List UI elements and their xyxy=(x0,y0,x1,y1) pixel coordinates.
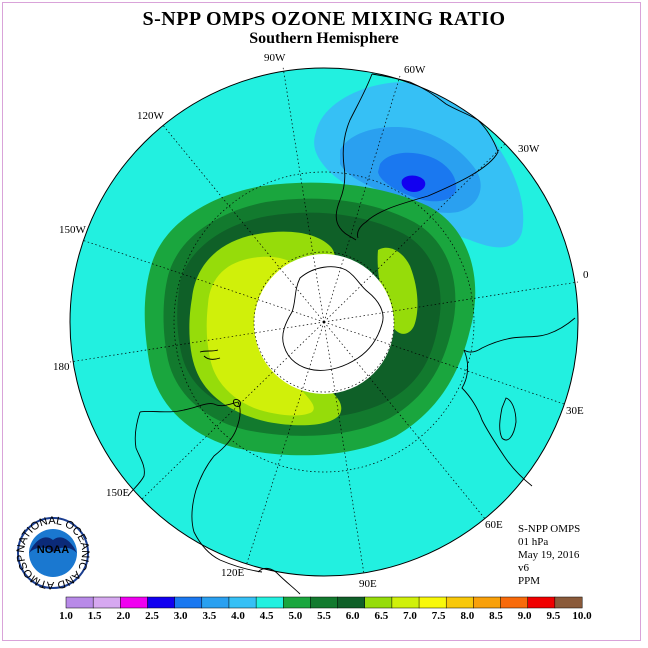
antarctica-coast xyxy=(282,266,384,371)
label-0: 0 xyxy=(583,269,589,281)
info-date: May 19, 2016 xyxy=(518,549,580,561)
colorbar-tick-label: 8.5 xyxy=(489,610,503,622)
label-90w: 90W xyxy=(264,52,286,64)
label-60w: 60W xyxy=(404,64,426,76)
colorbar-swatch xyxy=(445,596,474,609)
meridian-180 xyxy=(69,321,325,363)
logo-bird xyxy=(29,537,77,553)
colorbar-swatch xyxy=(65,596,94,609)
colorbar-swatch xyxy=(255,596,284,609)
label-90e: 90E xyxy=(359,578,377,590)
info-instrument: S-NPP OMPS xyxy=(518,523,581,535)
colorbar-tick-label: 7.5 xyxy=(432,610,446,622)
colorbar-tick-label: 1.0 xyxy=(59,610,73,622)
south-america-coast xyxy=(335,73,499,241)
figure-border xyxy=(2,2,641,641)
meridian-60w xyxy=(323,75,401,323)
madagascar-coast xyxy=(499,397,517,441)
colorbar-tick-label: 3.0 xyxy=(174,610,188,622)
colorbar-tick-label: 5.5 xyxy=(317,610,331,622)
label-30e: 30E xyxy=(566,405,584,417)
colorbar-tick-label: 4.5 xyxy=(260,610,274,622)
map-edge xyxy=(69,67,579,577)
label-120e: 120E xyxy=(221,567,245,579)
polar-night-mask xyxy=(254,254,394,394)
colorbar-tick-label: 10.0 xyxy=(572,610,592,622)
longitude-labels: 90W 60W 30W 120W 150W 0 180 30E 150E 60E… xyxy=(53,52,589,590)
parallels xyxy=(173,171,475,473)
meridian-150w xyxy=(81,239,325,323)
colorbar-tick-label: 9.5 xyxy=(546,610,560,622)
parallel-inner xyxy=(253,251,395,393)
colorbar-swatch xyxy=(201,596,230,609)
label-30w: 30W xyxy=(518,143,540,155)
colorbar-tick-label: 8.0 xyxy=(460,610,474,622)
colorbar-tick-label: 9.0 xyxy=(518,610,532,622)
meridian-120e xyxy=(245,321,325,567)
label-150e: 150E xyxy=(106,487,130,499)
parallel-mid xyxy=(173,171,475,473)
colorbar-swatch xyxy=(120,596,148,609)
noaa-logo: NOAA NATIONAL OCEANIC AND ATMOSPHERIC AD… xyxy=(16,516,90,590)
meridian-90w xyxy=(282,66,325,323)
info-version: v6 xyxy=(518,562,529,574)
label-60e: 60E xyxy=(485,519,503,531)
label-180: 180 xyxy=(53,361,70,373)
colorbar-tick-label: 4.0 xyxy=(231,610,245,622)
colorbar-swatch xyxy=(527,596,556,609)
colorbar-swatch xyxy=(418,596,447,609)
info-block: S-NPP OMPS 01 hPa May 19, 2016 v6 PPM xyxy=(518,523,580,588)
colorbar-swatch xyxy=(310,596,339,609)
colorbar-tick-label: 6.5 xyxy=(374,610,388,622)
colorbar-swatch xyxy=(283,596,311,609)
colorbar-tick-label: 2.5 xyxy=(145,610,159,622)
label-150w: 150W xyxy=(59,224,87,236)
colorbar-swatch xyxy=(500,596,529,609)
info-units: PPM xyxy=(518,575,541,587)
info-level: 01 hPa xyxy=(518,536,549,548)
meridian-120w xyxy=(161,123,325,323)
africa-coast xyxy=(461,317,576,487)
logo-text: NOAA xyxy=(37,544,69,556)
colorbar-tick-label: 5.0 xyxy=(288,610,302,622)
meridian-0 xyxy=(323,281,579,323)
colorbar-swatch xyxy=(92,596,121,609)
new-zealand-coast xyxy=(199,349,221,360)
meridian-60e xyxy=(323,321,487,521)
colorbar-tick-label: 7.0 xyxy=(403,610,417,622)
colorbar-tick-label: 6.0 xyxy=(346,610,360,622)
colorbar-swatch xyxy=(473,596,501,609)
meridians xyxy=(69,66,579,575)
map-title: S-NPP OMPS OZONE MIXING RATIO xyxy=(142,8,506,30)
colorbar-swatch xyxy=(174,596,203,609)
label-120w: 120W xyxy=(137,110,165,122)
colorbar-swatch xyxy=(228,596,257,609)
colorbar-swatch xyxy=(554,596,583,609)
colorbar-tick-label: 1.5 xyxy=(88,610,102,622)
meridian-90e xyxy=(323,321,365,575)
colorbar-swatch xyxy=(337,596,366,609)
colorbar-swatch xyxy=(147,596,176,609)
colorbar-tick-label: 3.5 xyxy=(202,610,216,622)
map-subtitle: Southern Hemisphere xyxy=(249,30,399,47)
colorbar-tick-label: 2.0 xyxy=(116,610,130,622)
colorbar-swatch xyxy=(391,596,420,609)
tasmania-coast xyxy=(233,399,241,407)
coastlines xyxy=(127,73,576,595)
contour-2.5-3 xyxy=(401,175,426,192)
colorbar: 1.0 1.5 2.0 2.5 3.0 3.5 4.0 4.5 5.0 5.5 6.0 6.5 7.0 7… xyxy=(59,596,592,622)
colorbar-swatch xyxy=(364,596,393,609)
